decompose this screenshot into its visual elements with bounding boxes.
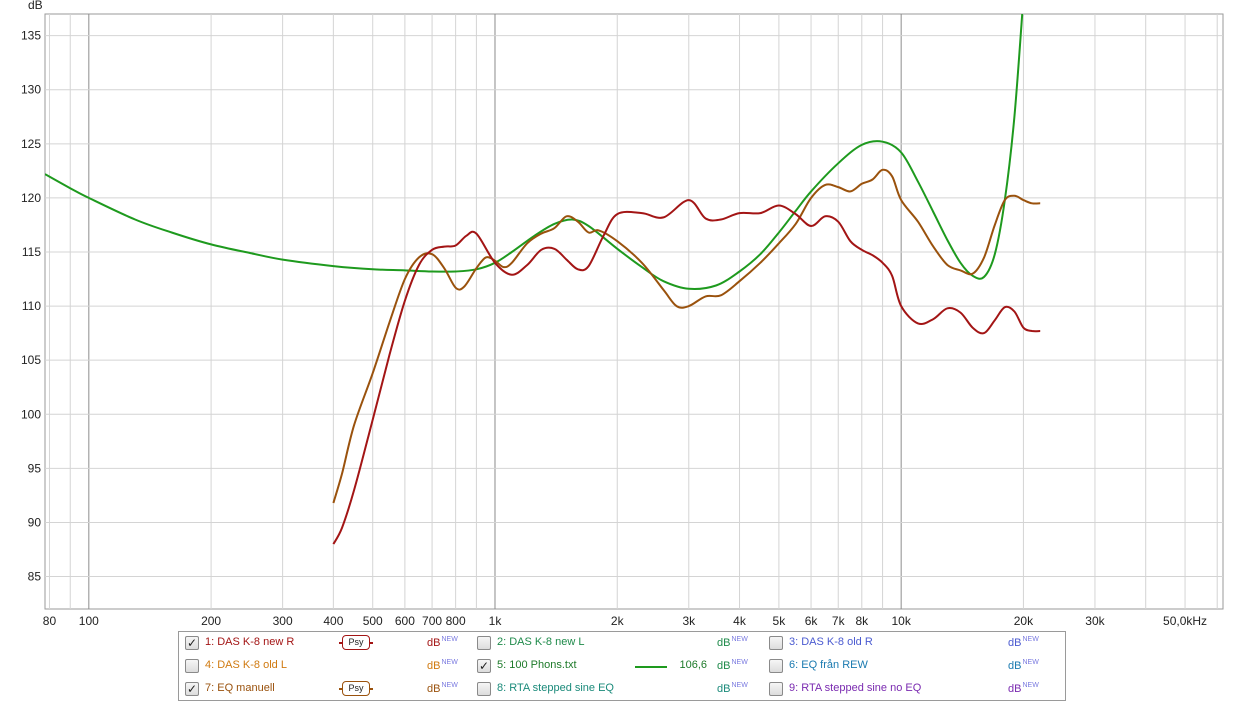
grid xyxy=(44,13,1224,610)
x-tick-label: 1k xyxy=(489,614,503,628)
y-tick-label: 125 xyxy=(21,137,41,151)
x-tick-label: 80 xyxy=(43,614,57,628)
x-tick-label: 8k xyxy=(855,614,869,628)
y-tick-label: 135 xyxy=(21,29,41,43)
unit-6: dBNEW xyxy=(1008,659,1039,672)
y-tick-label: 115 xyxy=(22,245,41,259)
legend-item-3[interactable]: 3: DAS K-8 old R dBNEW xyxy=(763,633,1063,655)
legend-item-9[interactable]: 9: RTA stepped sine no EQ dBNEW xyxy=(763,679,1063,701)
legend-item-4[interactable]: 4: DAS K-8 old L dBNEW xyxy=(179,656,471,678)
legend-label-6: 6: EQ från REW xyxy=(789,659,868,671)
checkbox-7[interactable]: ✓ xyxy=(185,682,199,696)
legend-label-4: 4: DAS K-8 old L xyxy=(205,659,287,671)
y-tick-label: 95 xyxy=(28,461,42,475)
series-group xyxy=(45,14,1041,545)
frequency-response-chart[interactable]: 85 90 95 100 105 110 115 120 125 130 135 80 100 200 3… xyxy=(0,0,1245,630)
plot-area xyxy=(44,13,1224,610)
series-line-2 xyxy=(332,168,1041,504)
x-tick-label: 4k xyxy=(733,614,747,628)
legend-label-3: 3: DAS K-8 old R xyxy=(789,636,873,648)
psy-badge-1[interactable]: Psy xyxy=(342,635,370,650)
checkbox-5[interactable]: ✓ xyxy=(477,659,491,673)
legend-item-2[interactable]: 2: DAS K-8 new L dBNEW xyxy=(471,633,763,655)
unit-9: dBNEW xyxy=(1008,682,1039,695)
unit-5: dBNEW xyxy=(717,659,748,672)
legend-item-5[interactable]: ✓ 5: 100 Phons.txt 106,6 dBNEW xyxy=(471,656,763,678)
checkbox-1[interactable]: ✓ xyxy=(185,636,199,650)
legend-item-6[interactable]: 6: EQ från REW dBNEW xyxy=(763,656,1063,678)
legend-label-8: 8: RTA stepped sine EQ xyxy=(497,682,614,694)
x-tick-label: 500 xyxy=(363,614,383,628)
unit-4: dBNEW xyxy=(427,659,458,672)
x-tick-label: 700 xyxy=(422,614,442,628)
unit-7: dBNEW xyxy=(427,682,458,695)
legend-label-9: 9: RTA stepped sine no EQ xyxy=(789,682,922,694)
x-tick-label: 100 xyxy=(79,614,99,628)
legend-panel: ✓ 1: DAS K-8 new R Psy dBNEW 2: DAS K-8 … xyxy=(178,631,1066,701)
x-tick-label: 50,0kHz xyxy=(1163,614,1207,628)
unit-1: dBNEW xyxy=(427,636,458,649)
y-tick-label: 110 xyxy=(22,299,41,313)
unit-3: dBNEW xyxy=(1008,636,1039,649)
legend-label-5: 5: 100 Phons.txt xyxy=(497,659,577,671)
checkbox-3[interactable] xyxy=(769,636,783,650)
x-tick-label: 6k xyxy=(805,614,819,628)
legend-row-1: ✓ 1: DAS K-8 new R Psy dBNEW 2: DAS K-8 … xyxy=(179,633,1065,655)
y-tick-label: 90 xyxy=(28,515,42,529)
checkbox-9[interactable] xyxy=(769,682,783,696)
x-tick-label: 30k xyxy=(1085,614,1105,628)
y-tick-label: 85 xyxy=(28,570,42,584)
psy-badge-7[interactable]: Psy xyxy=(342,681,370,696)
x-tick-label: 800 xyxy=(446,614,466,628)
unit-8: dBNEW xyxy=(717,682,748,695)
legend-item-8[interactable]: 8: RTA stepped sine EQ dBNEW xyxy=(471,679,763,701)
checkbox-4[interactable] xyxy=(185,659,199,673)
legend-label-2: 2: DAS K-8 new L xyxy=(497,636,585,648)
x-tick-label: 7k xyxy=(832,614,846,628)
unit-2: dBNEW xyxy=(717,636,748,649)
y-axis-unit-label: dB xyxy=(28,0,43,12)
checkbox-8[interactable] xyxy=(477,682,491,696)
y-tick-labels: 85 90 95 100 105 110 115 120 125 130 135 xyxy=(21,29,41,584)
value-5: 106,6 xyxy=(679,659,707,671)
x-tick-label: 20k xyxy=(1014,614,1034,628)
checkbox-2[interactable] xyxy=(477,636,491,650)
legend-row-2: 4: DAS K-8 old L dBNEW ✓ 5: 100 Phons.tx… xyxy=(179,656,1065,678)
x-tick-labels: 80 100 200 300 400 500 600 700 800 1k 2k 3k 4k 5k 6k 7k… xyxy=(43,614,1207,628)
y-tick-label: 130 xyxy=(21,83,41,97)
x-tick-label: 5k xyxy=(773,614,787,628)
legend-row-3: ✓ 7: EQ manuell Psy dBNEW 8: RTA stepped… xyxy=(179,679,1065,701)
y-tick-label: 120 xyxy=(21,191,41,205)
legend-item-1[interactable]: ✓ 1: DAS K-8 new R Psy dBNEW xyxy=(179,633,471,655)
checkbox-6[interactable] xyxy=(769,659,783,673)
legend-item-7[interactable]: ✓ 7: EQ manuell Psy dBNEW xyxy=(179,679,471,701)
x-tick-label: 3k xyxy=(682,614,696,628)
legend-label-1: 1: DAS K-8 new R xyxy=(205,636,295,648)
y-tick-label: 100 xyxy=(21,407,41,421)
legend-label-7: 7: EQ manuell xyxy=(205,682,275,694)
x-tick-label: 2k xyxy=(611,614,625,628)
x-tick-label: 400 xyxy=(323,614,343,628)
y-tick-label: 105 xyxy=(21,353,41,367)
x-tick-label: 300 xyxy=(273,614,293,628)
x-tick-label: 600 xyxy=(395,614,415,628)
series-line-3 xyxy=(332,199,1041,545)
series-line-swatch-5 xyxy=(635,666,667,668)
x-tick-label: 10k xyxy=(891,614,911,628)
series-line-1 xyxy=(45,14,1024,290)
x-tick-label: 200 xyxy=(201,614,221,628)
